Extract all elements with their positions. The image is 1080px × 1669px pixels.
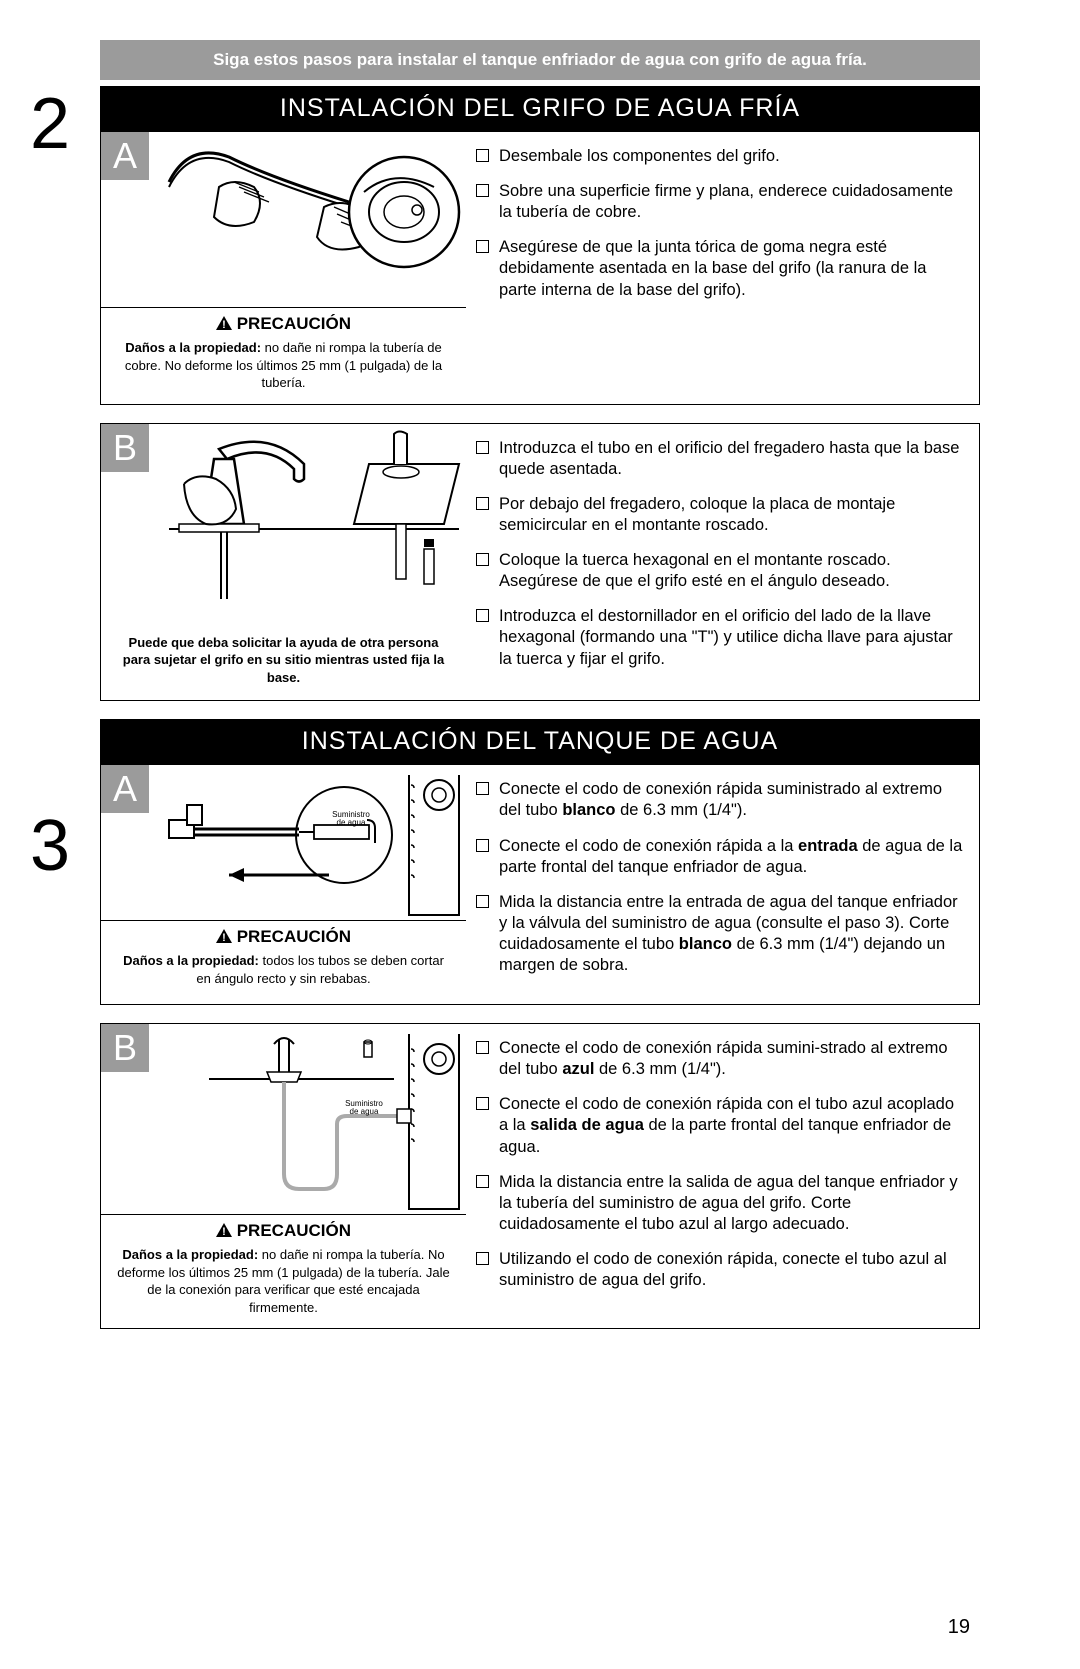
checkbox-icon [476, 1097, 489, 1110]
checkbox-icon [476, 240, 489, 253]
svg-text:!: ! [222, 1226, 226, 1237]
checklist-text: Conecte el codo de conexión rápida con e… [499, 1094, 963, 1157]
warning-icon: ! [216, 928, 232, 948]
caution-head-2a: ! PRECAUCIÓN [101, 308, 466, 339]
panel-2a-right: Desembale los componentes del grifo. Sobr… [466, 132, 979, 404]
svg-text:!: ! [222, 932, 226, 943]
step-number-3: 3 [30, 810, 70, 882]
checkbox-icon [476, 839, 489, 852]
checkbox-icon [476, 497, 489, 510]
checklist-item: Conecte el codo de conexión rápida sumin… [476, 1038, 963, 1080]
caution-label-3a: PRECAUCIÓN [237, 927, 351, 946]
caution-body-3b: Daños a la propiedad: no dañe ni rompa l… [101, 1246, 466, 1328]
illustration-3a: Suministro de agua [149, 765, 464, 920]
checkbox-icon [476, 184, 489, 197]
checklist-2b: Introduzca el tubo en el orificio del fr… [476, 438, 963, 670]
checklist-text: Sobre una superficie firme y plana, ende… [499, 181, 963, 223]
caution-body-3a: Daños a la propiedad: todos los tubos se… [101, 952, 466, 999]
panel-3a-left: A Suministro de agua [101, 765, 466, 1004]
checklist-item: Mida la distancia entre la salida de agu… [476, 1172, 963, 1235]
illustration-2b [149, 424, 464, 624]
svg-text:!: ! [222, 319, 226, 330]
checkbox-icon [476, 609, 489, 622]
checkbox-icon [476, 441, 489, 454]
checklist-text: Utilizando el codo de conexión rápida, c… [499, 1249, 963, 1291]
checkbox-icon [476, 149, 489, 162]
helper-note-2b: Puede que deba solicitar la ayuda de otr… [101, 624, 466, 701]
checklist-item: Desembale los componentes del grifo. [476, 146, 963, 167]
caution-head-3a: ! PRECAUCIÓN [101, 921, 466, 952]
warning-icon: ! [216, 1222, 232, 1242]
checkbox-icon [476, 553, 489, 566]
svg-text:de agua: de agua [337, 818, 366, 827]
checklist-item: Coloque la tuerca hexagonal en el montan… [476, 550, 963, 592]
checklist-text: Por debajo del fregadero, coloque la pla… [499, 494, 963, 536]
checklist-item: Asegúrese de que la junta tórica de goma… [476, 237, 963, 300]
section-title-2: INSTALACIÓN DEL GRIFO DE AGUA FRÍA [100, 86, 980, 131]
page-number: 19 [948, 1616, 970, 1639]
checklist-item: Conecte el codo de conexión rápida a la … [476, 836, 963, 878]
checklist-text: Introduzca el destornillador en el orifi… [499, 606, 963, 669]
caution-bold-2a: Daños a la propiedad: [125, 340, 261, 355]
checklist-text: Coloque la tuerca hexagonal en el montan… [499, 550, 963, 592]
panel-3b: B [100, 1023, 980, 1329]
panel-2b-right: Introduzca el tubo en el orificio del fr… [466, 424, 979, 701]
checklist-item: Introduzca el destornillador en el orifi… [476, 606, 963, 669]
letter-tab-3b: B [101, 1024, 149, 1072]
panel-3a-right: Conecte el codo de conexión rápida sumin… [466, 765, 979, 1004]
illustration-3b: Suministro de agua [149, 1024, 464, 1214]
letter-tab-2a: A [101, 132, 149, 180]
checklist-item: Utilizando el codo de conexión rápida, c… [476, 1249, 963, 1291]
panel-3b-right: Conecte el codo de conexión rápida sumin… [466, 1024, 979, 1328]
checklist-text: Mida la distancia entre la entrada de ag… [499, 892, 963, 976]
checklist-text: Conecte el codo de conexión rápida sumin… [499, 779, 963, 821]
checklist-text: Introduzca el tubo en el orificio del fr… [499, 438, 963, 480]
checkbox-icon [476, 1175, 489, 1188]
checklist-3b: Conecte el codo de conexión rápida sumin… [476, 1038, 963, 1291]
panel-2b-left: B [101, 424, 466, 701]
checklist-item: Conecte el codo de conexión rápida con e… [476, 1094, 963, 1157]
panel-3b-left: B [101, 1024, 466, 1328]
section-title-3: INSTALACIÓN DEL TANQUE DE AGUA [100, 719, 980, 764]
checkbox-icon [476, 1252, 489, 1265]
panel-2a: A [100, 131, 980, 405]
checklist-2a: Desembale los componentes del grifo. Sobr… [476, 146, 963, 301]
checklist-text: Desembale los componentes del grifo. [499, 146, 963, 167]
checklist-item: Introduzca el tubo en el orificio del fr… [476, 438, 963, 480]
panel-3a: A Suministro de agua [100, 764, 980, 1005]
letter-tab-2b: B [101, 424, 149, 472]
step-number-2: 2 [30, 88, 70, 160]
checklist-item: Sobre una superficie firme y plana, ende… [476, 181, 963, 223]
warning-icon: ! [216, 315, 232, 335]
checklist-text: Asegúrese de que la junta tórica de goma… [499, 237, 963, 300]
checklist-item: Por debajo del fregadero, coloque la pla… [476, 494, 963, 536]
illustration-2a [149, 132, 464, 307]
panel-2b: B [100, 423, 980, 702]
caution-head-3b: ! PRECAUCIÓN [101, 1215, 466, 1246]
checklist-text: Mida la distancia entre la salida de agu… [499, 1172, 963, 1235]
caution-bold-3b: Daños a la propiedad: [122, 1247, 258, 1262]
checkbox-icon [476, 1041, 489, 1054]
caution-label-3b: PRECAUCIÓN [237, 1221, 351, 1240]
checklist-3a: Conecte el codo de conexión rápida sumin… [476, 779, 963, 976]
svg-text:de agua: de agua [350, 1107, 379, 1116]
checklist-text: Conecte el codo de conexión rápida sumin… [499, 1038, 963, 1080]
checkbox-icon [476, 895, 489, 908]
caution-label-2a: PRECAUCIÓN [237, 314, 351, 333]
panel-2a-left: A [101, 132, 466, 404]
intro-band: Siga estos pasos para instalar el tanque… [100, 40, 980, 80]
checklist-text: Conecte el codo de conexión rápida a la … [499, 836, 963, 878]
checklist-item: Conecte el codo de conexión rápida sumin… [476, 779, 963, 821]
letter-tab-3a: A [101, 765, 149, 813]
checklist-item: Mida la distancia entre la entrada de ag… [476, 892, 963, 976]
caution-bold-3a: Daños a la propiedad: [123, 953, 259, 968]
checkbox-icon [476, 782, 489, 795]
caution-body-2a: Daños a la propiedad: no dañe ni rompa l… [101, 339, 466, 404]
